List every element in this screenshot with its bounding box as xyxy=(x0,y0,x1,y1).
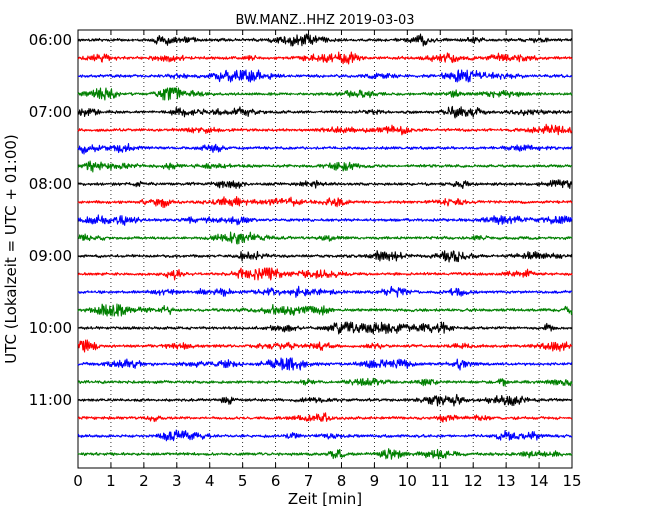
x-tick-label: 6 xyxy=(271,472,281,490)
seismogram-trace xyxy=(77,357,573,371)
x-tick-label: 9 xyxy=(370,472,380,490)
seismogram-trace xyxy=(77,33,573,47)
seismogram-trace xyxy=(77,214,573,226)
x-axis-label: Zeit [min] xyxy=(288,490,362,508)
x-tick-label: 5 xyxy=(238,472,248,490)
seismogram-trace xyxy=(77,285,573,298)
seismogram-trace xyxy=(77,448,573,460)
y-axis-ticks: 06:00 07:00 08:00 09:00 10:00 11:00 xyxy=(29,31,572,409)
x-tick-label: 8 xyxy=(337,472,347,490)
seismogram-trace xyxy=(77,179,573,190)
x-tick-label: 2 xyxy=(139,472,149,490)
y-tick-label: 11:00 xyxy=(29,391,72,409)
seismogram-trace xyxy=(77,429,573,442)
x-tick-label: 14 xyxy=(530,472,549,490)
x-tick-label: 0 xyxy=(73,472,83,490)
x-tick-label: 4 xyxy=(205,472,215,490)
x-tick-label: 15 xyxy=(562,472,581,490)
seismogram-trace xyxy=(77,250,573,263)
seismogram-trace xyxy=(77,377,573,387)
y-tick-label: 09:00 xyxy=(29,247,72,265)
x-tick-label: 1 xyxy=(106,472,116,490)
seismogram-trace xyxy=(77,69,573,83)
chart-title: BW.MANZ..HHZ 2019-03-03 xyxy=(235,13,414,28)
x-tick-label: 3 xyxy=(172,472,182,490)
seismogram-trace xyxy=(77,195,573,209)
x-axis-ticks: 0 1 2 3 4 5 6 7 8 9 10 11 12 13 14 15 xyxy=(73,30,582,490)
x-tick-label: 13 xyxy=(497,472,516,490)
seismogram-trace xyxy=(77,267,573,281)
seismogram-trace xyxy=(77,393,573,407)
seismogram-trace xyxy=(77,412,573,423)
x-tick-label: 10 xyxy=(398,472,417,490)
y-axis-label: UTC (Lokalzeit = UTC + 01:00) xyxy=(2,134,20,364)
seismogram-trace xyxy=(77,123,573,136)
plot-area xyxy=(77,29,573,469)
seismogram-trace xyxy=(77,105,573,119)
seismogram-trace xyxy=(77,339,573,353)
x-tick-label: 12 xyxy=(464,472,483,490)
seismogram-trace xyxy=(77,321,573,335)
x-tick-label: 7 xyxy=(304,472,314,490)
seismogram-trace xyxy=(77,231,573,245)
seismogram-traces xyxy=(77,33,573,460)
seismogram-trace xyxy=(77,303,573,317)
seismogram-trace xyxy=(77,51,573,65)
y-tick-label: 10:00 xyxy=(29,319,72,337)
y-tick-label: 08:00 xyxy=(29,175,72,193)
seismogram-trace xyxy=(77,160,573,173)
y-tick-label: 06:00 xyxy=(29,31,72,49)
y-tick-label: 07:00 xyxy=(29,103,72,121)
x-tick-label: 11 xyxy=(431,472,450,490)
seismogram-trace xyxy=(77,142,573,155)
seismogram-trace xyxy=(77,87,573,101)
